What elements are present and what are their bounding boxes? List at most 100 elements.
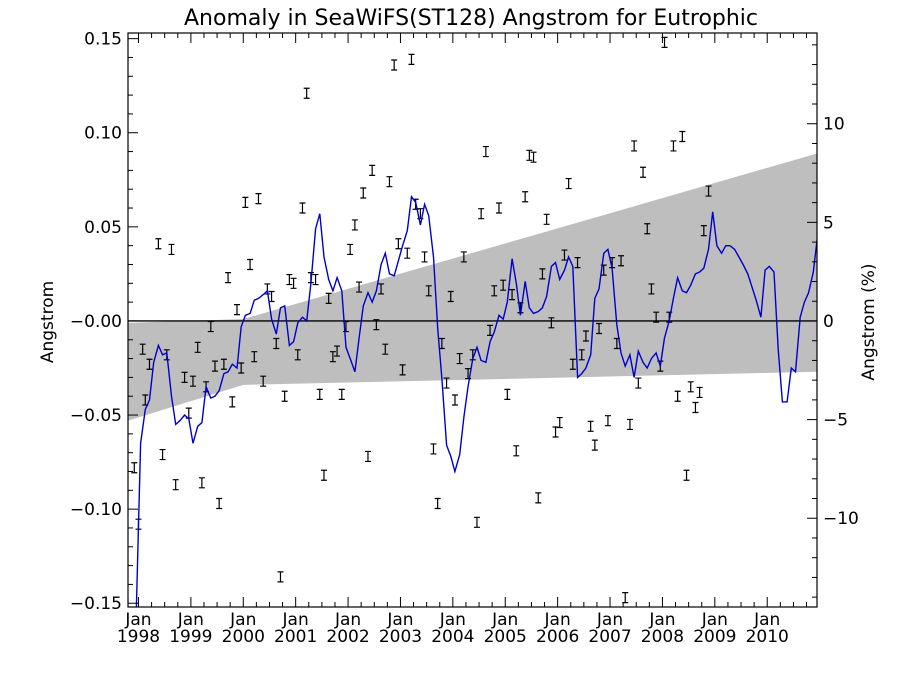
error-marker	[640, 166, 647, 178]
error-marker	[509, 288, 516, 301]
y-tick-label-left: −0.10	[70, 500, 122, 520]
error-marker	[543, 213, 550, 225]
error-marker	[552, 426, 559, 438]
trend-band-layer	[128, 153, 817, 421]
series-line	[135, 194, 817, 607]
error-marker	[539, 268, 546, 280]
error-marker	[194, 341, 201, 353]
error-marker	[207, 320, 214, 333]
error-marker	[456, 352, 463, 365]
error-marker	[491, 285, 498, 297]
x-tick-label-month: Jan	[491, 610, 518, 630]
x-tick-label-month: Jan	[648, 610, 675, 630]
y-tick-label-right: 10	[823, 115, 845, 135]
error-marker	[404, 247, 411, 259]
error-marker-layer	[131, 36, 712, 604]
error-marker	[216, 497, 223, 510]
y-tick-label-left: 0.10	[84, 124, 122, 144]
error-marker	[631, 140, 638, 152]
y-axis-right: −10 −5 0 5 10	[807, 44, 859, 598]
error-marker	[679, 130, 686, 143]
error-marker	[233, 304, 240, 316]
error-marker	[626, 418, 633, 431]
error-marker	[473, 516, 480, 528]
error-marker	[687, 381, 694, 393]
x-tick-label-year: 2004	[431, 627, 474, 647]
error-marker	[299, 202, 306, 214]
x-tick-label-year: 2008	[641, 627, 684, 647]
series-line-layer	[135, 194, 817, 607]
x-tick-label-year: 2009	[693, 627, 736, 647]
error-marker	[513, 445, 520, 457]
x-tick-label-month: Jan	[701, 610, 728, 630]
y-tick-label-right: −5	[823, 411, 848, 431]
y-tick-label-left: −0.15	[70, 594, 122, 614]
error-marker	[391, 59, 398, 71]
error-marker	[500, 279, 507, 291]
error-marker	[238, 362, 245, 374]
error-marker	[316, 388, 323, 400]
error-marker	[386, 176, 393, 188]
error-marker	[211, 360, 218, 372]
error-marker	[705, 185, 712, 197]
x-tick-label-year: 2010	[746, 627, 789, 647]
error-marker	[351, 219, 358, 231]
error-marker	[225, 272, 232, 284]
error-marker	[131, 462, 138, 474]
error-marker	[320, 469, 327, 481]
error-marker	[556, 416, 563, 429]
y-tick-label-left: 0.05	[84, 218, 122, 238]
error-marker	[378, 283, 385, 295]
x-tick-label-month: Jan	[544, 610, 571, 630]
error-marker	[478, 208, 485, 220]
error-marker	[373, 319, 380, 331]
error-marker	[395, 238, 402, 250]
x-tick-label-year: 1999	[169, 627, 212, 647]
error-marker	[582, 330, 589, 342]
error-marker	[347, 243, 354, 256]
y-tick-label-right: 0	[823, 312, 834, 332]
error-marker	[447, 290, 454, 303]
error-marker	[526, 149, 533, 161]
error-marker	[644, 223, 651, 235]
error-marker	[522, 191, 529, 203]
error-marker	[303, 87, 310, 99]
error-marker	[356, 281, 363, 293]
error-marker	[434, 497, 441, 510]
error-marker	[653, 311, 660, 323]
error-marker	[670, 140, 677, 152]
error-marker	[281, 390, 288, 402]
error-marker	[277, 571, 284, 583]
error-marker	[139, 343, 146, 355]
error-marker	[622, 591, 629, 604]
error-marker	[574, 257, 581, 269]
error-marker	[273, 337, 280, 350]
error-marker	[189, 375, 196, 387]
x-tick-label-month: Jan	[334, 610, 361, 630]
plot-frame-layer	[127, 32, 818, 608]
error-marker	[329, 351, 336, 363]
error-marker	[198, 477, 205, 489]
error-marker	[242, 196, 249, 208]
error-marker	[648, 283, 655, 295]
error-marker	[591, 439, 598, 451]
error-marker	[255, 193, 262, 205]
x-tick-label-year: 2001	[274, 627, 317, 647]
x-tick-label-month: Jan	[124, 610, 151, 630]
error-marker	[700, 225, 707, 237]
y-tick-label-right: −10	[823, 509, 859, 529]
x-tick-label-month: Jan	[177, 610, 204, 630]
error-marker	[683, 469, 690, 481]
error-marker	[334, 345, 341, 357]
error-marker	[399, 364, 406, 376]
error-marker	[692, 401, 699, 414]
x-tick-label-month: Jan	[753, 610, 780, 630]
y-tick-label-right: 5	[823, 213, 834, 233]
x-tick-label-year: 2000	[222, 627, 265, 647]
y-axis-title-left: Angstrom	[38, 281, 58, 363]
error-marker	[421, 251, 428, 263]
error-marker	[369, 164, 376, 176]
y-tick-label-left: −0.00	[70, 312, 122, 332]
x-tick-label-year: 2002	[326, 627, 369, 647]
